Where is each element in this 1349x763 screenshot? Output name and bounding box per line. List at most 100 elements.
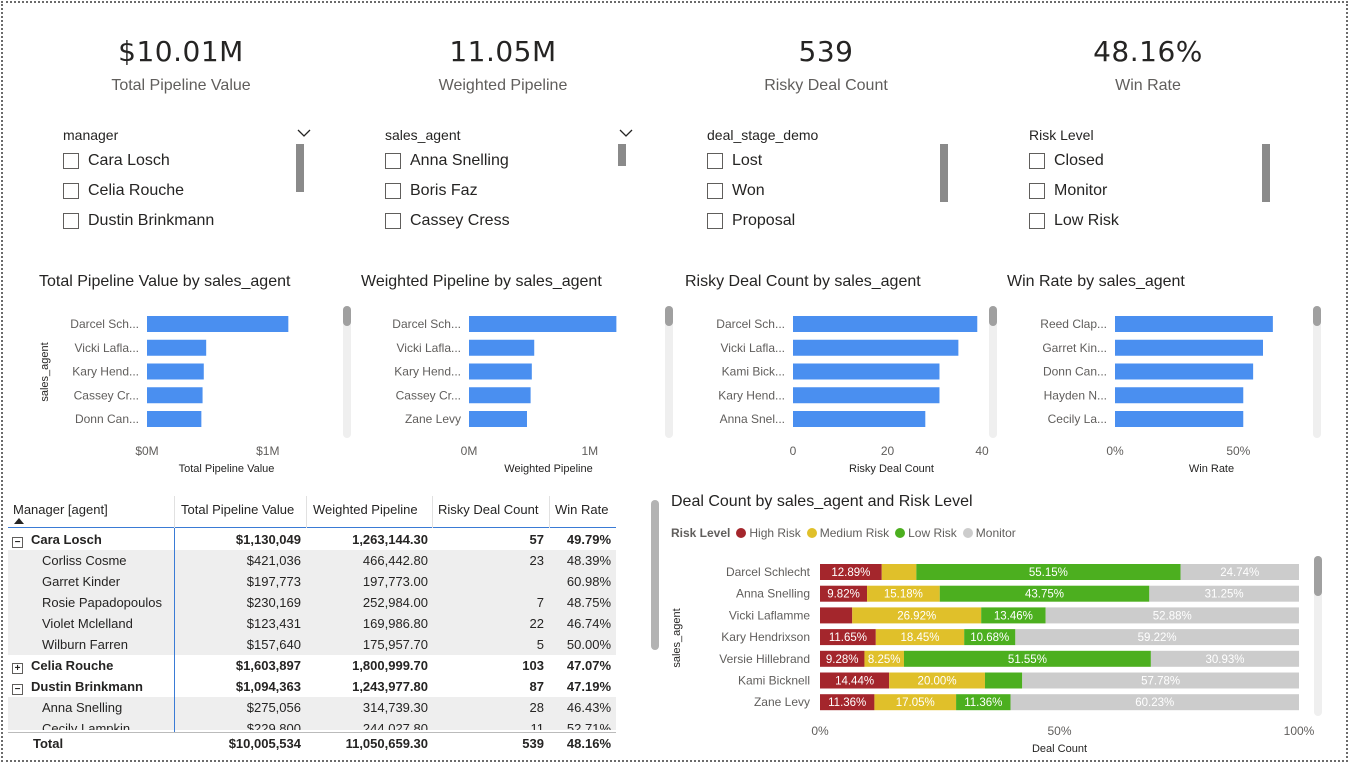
- stacked-segment[interactable]: [1180, 564, 1299, 580]
- stacked-segment[interactable]: [874, 694, 957, 711]
- bar[interactable]: [469, 387, 531, 404]
- matrix-header-pipeline[interactable]: Total Pipeline Value: [181, 502, 295, 517]
- table-row[interactable]: Garret Kinder $197,773 197,773.00 60.98%: [8, 571, 616, 592]
- stacked-segment[interactable]: [820, 672, 890, 689]
- bar[interactable]: [147, 387, 203, 404]
- stacked-segment[interactable]: [964, 629, 1016, 646]
- bar[interactable]: [469, 363, 532, 380]
- table-row[interactable]: Wilburn Farren $157,640 175,957.70 5 50.00%: [8, 634, 616, 655]
- bar[interactable]: [1115, 363, 1254, 380]
- bar[interactable]: [147, 411, 202, 427]
- stacked-segment[interactable]: [820, 629, 876, 646]
- bar[interactable]: [1115, 339, 1263, 356]
- stacked-segment[interactable]: [1022, 672, 1299, 689]
- slicer-item[interactable]: Dustin Brinkmann: [63, 206, 313, 236]
- chart-scroll-track[interactable]: [1314, 556, 1322, 716]
- checkbox[interactable]: [707, 153, 723, 169]
- bar[interactable]: [147, 339, 207, 356]
- bar[interactable]: [793, 411, 926, 427]
- stacked-segment[interactable]: [916, 564, 1181, 580]
- stacked-segment[interactable]: [889, 672, 985, 689]
- stacked-segment[interactable]: [956, 694, 1011, 711]
- matrix-header-risky[interactable]: Risky Deal Count: [438, 502, 539, 517]
- slicer-item[interactable]: Proposal: [707, 206, 957, 236]
- stacked-segment[interactable]: [1150, 650, 1300, 667]
- slicer-scrollbar[interactable]: [1262, 144, 1270, 202]
- checkbox[interactable]: [1029, 213, 1045, 229]
- stacked-segment[interactable]: [875, 629, 965, 646]
- chart-scroll-thumb[interactable]: [343, 306, 351, 326]
- stacked-segment[interactable]: [867, 585, 940, 602]
- slicer-item[interactable]: Won: [707, 176, 957, 206]
- checkbox[interactable]: [707, 183, 723, 199]
- slicer-item[interactable]: Closed: [1029, 146, 1279, 176]
- chart-scroll-thumb[interactable]: [1314, 556, 1322, 596]
- stacked-segment[interactable]: [820, 650, 865, 667]
- bar[interactable]: [793, 387, 940, 404]
- bar[interactable]: [147, 363, 204, 380]
- bar[interactable]: [469, 411, 527, 427]
- checkbox[interactable]: [707, 213, 723, 229]
- legend-item[interactable]: High Risk: [736, 526, 801, 540]
- slicer-item[interactable]: Cassey Cress: [385, 206, 635, 236]
- collapse-icon[interactable]: −: [12, 684, 23, 695]
- chart-scroll-thumb[interactable]: [665, 306, 673, 326]
- stacked-segment[interactable]: [820, 564, 882, 580]
- bar[interactable]: [1115, 411, 1244, 427]
- stacked-segment[interactable]: [1045, 607, 1299, 624]
- visual-scrollbar[interactable]: [651, 500, 659, 650]
- chevron-down-icon[interactable]: [619, 126, 633, 140]
- stacked-segment[interactable]: [820, 607, 853, 624]
- checkbox[interactable]: [1029, 153, 1045, 169]
- legend-item[interactable]: Low Risk: [895, 526, 957, 540]
- bar[interactable]: [793, 339, 959, 356]
- bar[interactable]: [793, 363, 940, 380]
- slicer-item[interactable]: Boris Faz: [385, 176, 635, 206]
- stacked-segment[interactable]: [1015, 629, 1299, 646]
- slicer-item[interactable]: Low Risk: [1029, 206, 1279, 236]
- table-row[interactable]: Rosie Papadopoulos $230,169 252,984.00 7 48.…: [8, 592, 616, 613]
- matrix-header-manager[interactable]: Manager [agent]: [13, 502, 108, 517]
- checkbox[interactable]: [63, 153, 79, 169]
- checkbox[interactable]: [1029, 183, 1045, 199]
- legend-item[interactable]: Medium Risk: [806, 526, 889, 540]
- bar[interactable]: [1115, 387, 1244, 404]
- checkbox[interactable]: [385, 213, 401, 229]
- stacked-segment[interactable]: [864, 650, 904, 667]
- chart-scroll-track[interactable]: [989, 306, 997, 438]
- stacked-segment[interactable]: [881, 564, 917, 580]
- stacked-segment[interactable]: [981, 607, 1046, 624]
- collapse-icon[interactable]: −: [12, 537, 23, 548]
- stacked-segment[interactable]: [984, 672, 1023, 689]
- slicer-scrollbar[interactable]: [296, 144, 304, 192]
- stacked-segment[interactable]: [903, 650, 1151, 667]
- stacked-segment[interactable]: [1010, 694, 1299, 711]
- stacked-segment[interactable]: [852, 607, 982, 624]
- chart-scroll-track[interactable]: [1313, 306, 1321, 438]
- legend-item[interactable]: Monitor: [962, 526, 1016, 540]
- checkbox[interactable]: [63, 183, 79, 199]
- chart-scroll-track[interactable]: [665, 306, 673, 438]
- chart-scroll-track[interactable]: [343, 306, 351, 438]
- sort-ascending-icon[interactable]: [13, 517, 25, 525]
- table-row[interactable]: Violet Mclelland $123,431 169,986.80 22 46.7…: [8, 613, 616, 634]
- slicer-item[interactable]: Cara Losch: [63, 146, 313, 176]
- stacked-segment[interactable]: [820, 694, 875, 711]
- slicer-scrollbar[interactable]: [618, 144, 626, 166]
- table-row[interactable]: Anna Snelling $275,056 314,739.30 28 46.43%: [8, 697, 616, 718]
- bar[interactable]: [469, 316, 617, 332]
- bar[interactable]: [1115, 316, 1273, 332]
- stacked-segment[interactable]: [820, 585, 868, 602]
- bar[interactable]: [469, 339, 535, 356]
- slicer-item[interactable]: Celia Rouche: [63, 176, 313, 206]
- checkbox[interactable]: [385, 153, 401, 169]
- checkbox[interactable]: [385, 183, 401, 199]
- checkbox[interactable]: [63, 213, 79, 229]
- slicer-scrollbar[interactable]: [940, 144, 948, 202]
- slicer-item[interactable]: Anna Snelling: [385, 146, 635, 176]
- table-row[interactable]: Corliss Cosme $421,036 466,442.80 23 48.39%: [8, 550, 616, 571]
- bar[interactable]: [147, 316, 289, 332]
- expand-icon[interactable]: +: [12, 663, 23, 674]
- table-row[interactable]: − Dustin Brinkmann $1,094,363 1,243,977.80 8…: [8, 676, 616, 697]
- table-row[interactable]: Cecily Lampkin $229,800 244,027.80 11 52.71%: [8, 718, 616, 730]
